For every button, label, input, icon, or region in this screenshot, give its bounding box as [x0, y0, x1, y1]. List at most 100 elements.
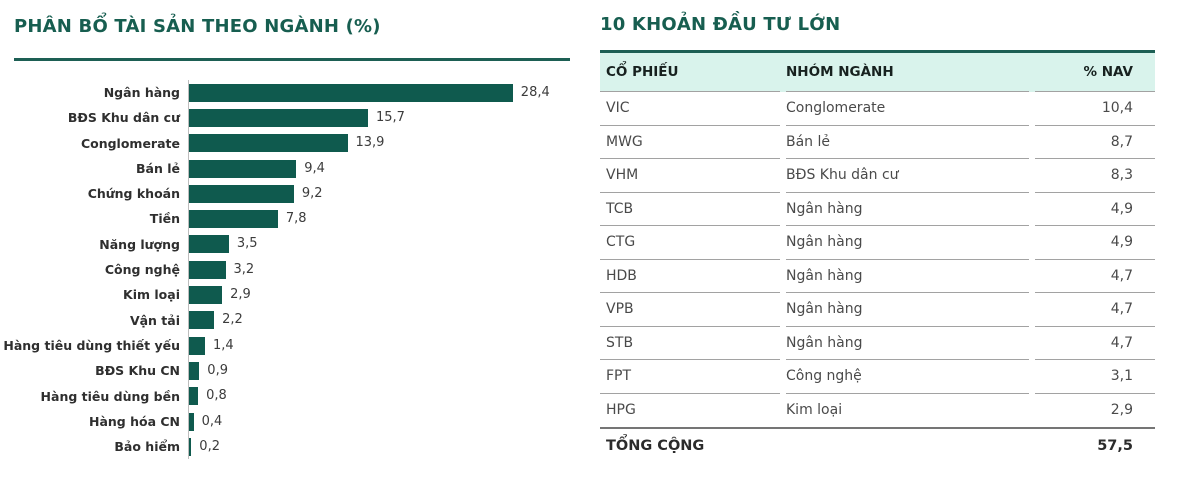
sector-cell: Conglomerate: [786, 92, 1029, 126]
bar: [189, 108, 368, 127]
bar-area: 3,2: [188, 257, 570, 283]
nav-cell: 4,9: [1035, 193, 1155, 226]
bar: [189, 361, 200, 380]
bar-value-label: 9,2: [301, 185, 323, 201]
bar-category-label: BĐS Khu dân cư: [67, 110, 180, 126]
table-row: MWG Bán lẻ 8,7: [600, 126, 1155, 159]
ticker-cell: TCB: [600, 193, 780, 226]
bar-row: Tiền 7,8: [14, 206, 570, 232]
sector-cell: BĐS Khu dân cư: [786, 159, 1029, 193]
bar-row: Conglomerate 13,9: [14, 130, 570, 156]
bar-value-label: 3,5: [236, 236, 258, 252]
bar-value-label: 2,2: [222, 312, 243, 328]
bar-value-label: 0,8: [206, 388, 227, 404]
nav-cell: 4,9: [1035, 226, 1155, 260]
bar-area: 28,4: [188, 80, 570, 106]
bar: [189, 83, 513, 102]
nav-cell: 2,9: [1110, 402, 1133, 419]
sector-cell: Công nghệ: [786, 360, 1029, 394]
bar-row: Bán lẻ 9,4: [14, 155, 570, 182]
table-row: FPT Công nghệ 3,1: [600, 360, 1155, 394]
nav-cell: 4,7: [1035, 293, 1155, 327]
column-header-ticker: CỔ PHIẾU: [600, 53, 780, 92]
bar-row: Chứng khoán 9,2: [14, 181, 570, 207]
bar-row: BĐS Khu dân cư 15,7: [14, 105, 570, 131]
bar-row: Hàng hóa CN 0,4: [14, 408, 570, 435]
bar-value-label: 0,9: [207, 362, 228, 378]
bar: [189, 184, 294, 203]
chart-title-rule: [14, 58, 570, 61]
ticker-cell: MWG: [600, 126, 780, 159]
bar-area: 0,2: [188, 434, 570, 460]
table-total-row: TỔNG CỘNG 57,5: [600, 427, 1155, 462]
bar-area: 2,2: [188, 307, 570, 333]
bar-area: 0,9: [188, 358, 570, 384]
bar: [189, 235, 229, 254]
sector-cell: Kim loại: [786, 402, 843, 419]
table-row: STB Ngân hàng 4,7: [600, 327, 1155, 360]
bar-value-label: 7,8: [285, 211, 307, 227]
bar: [189, 311, 215, 330]
bar-category-label: Hàng tiêu dùng thiết yếu: [3, 337, 180, 353]
column-header-nav: % NAV: [1035, 53, 1155, 92]
bar-category-label: BĐS Khu CN: [95, 363, 180, 379]
sector-cell: Bán lẻ: [786, 126, 1029, 159]
bar-value-label: 3,2: [233, 261, 255, 277]
ticker-cell: VPB: [600, 293, 780, 327]
bar-row: Công nghệ 3,2: [14, 257, 570, 283]
bar-area: 15,7: [188, 105, 570, 131]
bar-value-label: 1,4: [213, 337, 234, 353]
table-header-row: CỔ PHIẾU NHÓM NGÀNH % NAV: [600, 53, 1155, 92]
bar-row: Vận tải 2,2: [14, 307, 570, 333]
bar-category-label: Bảo hiểm: [114, 439, 180, 455]
bar-area: 1,4: [188, 332, 570, 359]
bar-row: Kim loại 2,9: [14, 282, 570, 308]
nav-cell: 4,7: [1035, 260, 1155, 293]
bar-area: 0,4: [188, 408, 570, 435]
bar-row: Ngân hàng 28,4: [14, 80, 570, 106]
bar-category-label: Năng lượng: [99, 236, 180, 252]
table-row: VPB Ngân hàng 4,7: [600, 293, 1155, 327]
table-row: TCB Ngân hàng 4,9: [600, 193, 1155, 226]
bar: [189, 437, 192, 456]
nav-cell: 8,7: [1035, 126, 1155, 159]
ticker-cell: HDB: [600, 260, 780, 293]
ticker-cell: VHM: [600, 159, 780, 193]
bar-category-label: Conglomerate: [80, 135, 180, 151]
bar-category-label: Hàng hóa CN: [88, 413, 180, 429]
sector-cell: Ngân hàng: [786, 293, 1029, 327]
total-label: TỔNG CỘNG: [606, 437, 705, 454]
bar-area: 9,4: [188, 155, 570, 182]
bar-row: BĐS Khu CN 0,9: [14, 358, 570, 384]
bar: [189, 336, 205, 355]
sector-cell: Ngân hàng: [786, 193, 1029, 226]
bar: [189, 159, 297, 178]
ticker-cell: VIC: [600, 92, 780, 126]
column-header-sector: NHÓM NGÀNH: [786, 53, 1029, 92]
ticker-cell: STB: [600, 327, 780, 360]
total-value: 57,5: [1097, 437, 1133, 454]
table-row: HDB Ngân hàng 4,7: [600, 260, 1155, 293]
nav-cell: 8,3: [1035, 159, 1155, 193]
bar: [189, 412, 194, 431]
bar-area: 2,9: [188, 282, 570, 308]
bar-area: 9,2: [188, 181, 570, 207]
bar-category-label: Tiền: [149, 211, 180, 227]
bar-value-label: 0,2: [199, 438, 220, 454]
table-row: VIC Conglomerate 10,4: [600, 92, 1155, 126]
nav-cell: 4,7: [1035, 327, 1155, 360]
bar: [189, 387, 199, 406]
table-title: 10 KHOẢN ĐẦU TƯ LỚN: [600, 14, 841, 35]
bar-category-label: Ngân hàng: [103, 85, 180, 100]
sector-cell: Ngân hàng: [786, 260, 1029, 293]
table-row: CTG Ngân hàng 4,9: [600, 226, 1155, 260]
table-body: VIC Conglomerate 10,4 MWG Bán lẻ 8,7 VHM…: [600, 92, 1155, 427]
bar-category-label: Chứng khoán: [87, 186, 180, 202]
table-title-rule: [600, 50, 1155, 53]
bar-value-label: 13,9: [355, 135, 385, 151]
bar-area: 3,5: [188, 231, 570, 258]
bar: [189, 210, 278, 229]
table-row: HPG Kim loại 2,9: [600, 394, 1155, 428]
bar-area: 13,9: [188, 130, 570, 156]
bar-category-label: Hàng tiêu dùng bền: [40, 388, 180, 404]
